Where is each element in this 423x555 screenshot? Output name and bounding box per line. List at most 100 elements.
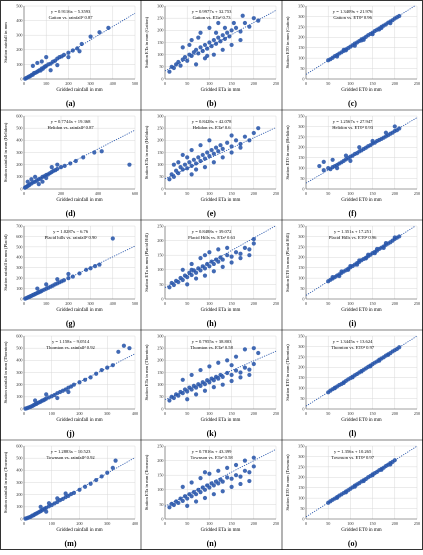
data-point	[377, 27, 382, 32]
data-point	[211, 385, 216, 390]
data-point	[238, 474, 243, 479]
y-tick-label: 300	[16, 265, 22, 270]
data-point	[176, 160, 181, 165]
y-tick-label: 200	[16, 382, 22, 387]
data-point	[207, 40, 212, 45]
data-point	[99, 149, 104, 154]
x-tick-label: 0	[164, 301, 166, 306]
x-tick-label: 100	[206, 411, 212, 416]
equation-label: y = 0.7744x + 19.368	[51, 119, 91, 124]
panel-svg: 0 50 100 150 200 250 0 50 100 150 200 250 300 350 Grid…	[285, 443, 420, 548]
data-point	[348, 263, 353, 269]
y-tick-label: 0	[302, 186, 304, 191]
data-point	[189, 480, 194, 485]
trend-line	[25, 245, 136, 300]
data-point	[187, 160, 192, 165]
panel-label: (a)	[66, 99, 76, 108]
data-point	[30, 63, 35, 68]
data-point	[193, 276, 199, 281]
y-axis-label: Station ETa in mm (Helidon)	[144, 125, 149, 179]
panel-label: (b)	[207, 99, 217, 108]
x-tick-label: 200	[58, 191, 64, 196]
data-point	[178, 63, 183, 68]
data-point	[79, 41, 84, 47]
data-point	[97, 30, 102, 35]
y-tick-label: 200	[157, 138, 163, 143]
data-point	[185, 496, 190, 501]
x-tick-label: 0	[23, 301, 25, 306]
y-tick-label: 150	[157, 253, 163, 258]
y-tick-label: 150	[157, 473, 163, 478]
data-point	[216, 468, 221, 473]
data-point	[220, 264, 225, 269]
data-point	[242, 134, 248, 139]
data-point	[225, 475, 230, 480]
data-point	[44, 55, 49, 60]
y-tick-label: 300	[16, 33, 22, 38]
r-squared-label: Gatton vs. rainfall² 0.87	[49, 15, 94, 20]
y-tick-label: 300	[16, 480, 22, 485]
panel-svg: 0 50 100 150 200 250 0 50 100 150 200 250 300 350 Grid…	[285, 333, 420, 438]
y-tick-label: 200	[157, 458, 163, 463]
data-point	[94, 477, 99, 483]
data-point	[247, 253, 252, 258]
data-point	[317, 163, 322, 169]
data-point	[216, 259, 221, 264]
data-point	[229, 260, 234, 265]
data-point	[33, 398, 38, 403]
data-point	[35, 60, 40, 66]
y-tick-label: 350	[298, 443, 304, 448]
data-point	[205, 150, 210, 155]
data-point	[216, 149, 221, 154]
x-tick-label: 150	[228, 411, 234, 416]
y-axis-label: Station rainfall in mm	[3, 22, 8, 63]
data-point	[171, 65, 176, 71]
y-tick-label: 100	[157, 487, 163, 492]
x-tick-label: 50	[326, 81, 330, 86]
x-tick-label: 150	[228, 521, 234, 526]
x-axis-label: Gridded ETa in mm	[201, 308, 241, 313]
data-point	[171, 502, 176, 508]
data-point	[216, 35, 221, 40]
data-point	[46, 501, 52, 506]
y-tick-label: 0	[302, 76, 304, 81]
y-tick-label: 400	[16, 468, 22, 473]
data-point	[127, 346, 132, 351]
data-point	[191, 157, 196, 162]
data-point	[61, 278, 67, 283]
y-axis-label: Station ETa in mm (Placid Hill)	[144, 233, 149, 292]
data-point	[242, 347, 248, 352]
data-point	[229, 133, 234, 138]
y-tick-label: 250	[298, 134, 304, 139]
x-tick-label: 50	[326, 301, 330, 306]
y-tick-label: 0	[302, 516, 304, 521]
data-point	[218, 143, 223, 148]
panel-label: (d)	[66, 209, 76, 218]
data-point	[176, 500, 181, 506]
panel-label: (c)	[348, 99, 357, 108]
data-point	[207, 250, 212, 255]
x-tick-label: 500	[132, 81, 138, 86]
y-tick-label: 50	[300, 286, 304, 291]
data-point	[213, 145, 219, 150]
data-point	[381, 245, 386, 250]
data-point	[220, 489, 225, 494]
data-point	[383, 130, 389, 135]
data-point	[397, 234, 402, 239]
scatter-panel-h: 0 50 100 150 200 250 0 50 100 150 200 250 Gridded ET…	[141, 220, 282, 330]
data-point	[242, 365, 248, 370]
equation-label: y = 1.356x + 10.265	[334, 449, 372, 454]
x-tick-label: 200	[251, 521, 257, 526]
data-point	[220, 33, 225, 38]
data-point	[233, 473, 239, 478]
data-point	[198, 476, 203, 481]
data-point	[198, 367, 203, 373]
data-point	[44, 282, 49, 287]
data-point	[225, 370, 230, 376]
panel-svg: 0 100 200 300 400 0 100 200 300 400 500 600 Gridded …	[3, 443, 138, 548]
y-axis-label: Station rainfall in mm (Townson)	[3, 451, 8, 513]
data-point	[370, 138, 375, 144]
y-tick-label: 300	[157, 113, 163, 118]
data-point	[211, 151, 216, 156]
x-tick-label: 300	[87, 301, 93, 306]
